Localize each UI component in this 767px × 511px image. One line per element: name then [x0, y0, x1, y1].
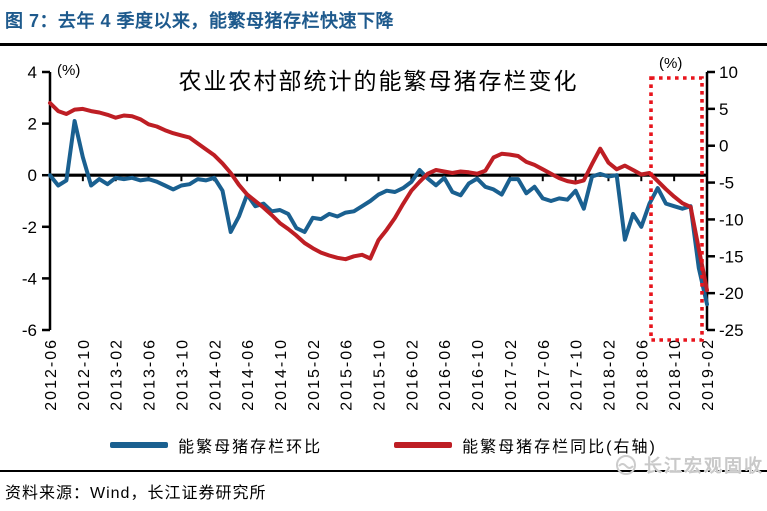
x-tick-label: 2019-02 — [700, 338, 717, 411]
svg-text:-25: -25 — [719, 321, 744, 340]
legend-item-yoy: 能繁母猪存栏同比(右轴) — [394, 433, 657, 457]
x-tick-label: 2017-10 — [569, 338, 586, 411]
x-tick-label: 2014-06 — [240, 338, 257, 411]
watermark-text: 长江宏观固收 — [644, 456, 764, 476]
x-tick-label: 2017-02 — [503, 338, 520, 411]
x-tick-label: 2015-06 — [339, 338, 356, 411]
x-tick-label: 2017-06 — [536, 338, 553, 411]
header-divider — [0, 43, 767, 46]
highlight-box — [649, 76, 704, 342]
svg-text:-15: -15 — [719, 247, 744, 266]
x-tick-label: 2016-06 — [437, 338, 454, 411]
svg-text:-4: -4 — [22, 269, 37, 288]
series-line-mom — [48, 119, 709, 307]
x-tick-label: 2014-02 — [207, 338, 224, 411]
svg-text:-20: -20 — [719, 284, 744, 303]
x-tick-label: 2013-06 — [142, 338, 159, 411]
svg-text:4: 4 — [28, 63, 37, 82]
legend-item-mom: 能繁母猪存栏环比 — [110, 433, 322, 457]
chart-title: 农业农村部统计的能繁母猪存栏变化 — [178, 68, 579, 94]
x-tick-label: 2012-10 — [76, 338, 93, 411]
svg-text:2: 2 — [28, 115, 37, 134]
series-line-yoy — [48, 101, 709, 293]
source-note: 资料来源：Wind，长江证券研究所 — [5, 485, 267, 502]
svg-text:5: 5 — [719, 100, 728, 119]
chart-legend: 能繁母猪存栏环比 能繁母猪存栏同比(右轴) — [0, 433, 767, 457]
x-tick-label: 2018-02 — [601, 338, 618, 411]
x-tick-label: 2015-02 — [306, 338, 323, 411]
x-tick-label: 2014-10 — [273, 338, 290, 411]
x-tick-label: 2018-06 — [634, 338, 651, 411]
svg-text:-2: -2 — [22, 218, 37, 237]
x-tick-label: 2012-06 — [43, 338, 60, 411]
svg-text:10: 10 — [719, 63, 738, 82]
x-tick-label: 2013-10 — [174, 338, 191, 411]
figure-title: 图 7：去年 4 季度以来，能繁母猪存栏快速下降 — [5, 11, 395, 31]
legend-label-mom: 能繁母猪存栏环比 — [178, 439, 323, 456]
left-axis-unit-label: (%) — [57, 62, 81, 79]
x-tick-label: 2013-02 — [109, 338, 126, 411]
x-tick-label: 2018-10 — [667, 338, 684, 411]
yoy-line-swatch-icon — [394, 442, 453, 448]
svg-text:-5: -5 — [719, 174, 734, 193]
left-axis: 4 2 0 -2 -4 -6 — [22, 63, 52, 340]
right-axis: 10 5 0 -5 -10 -15 -20 -25 — [705, 63, 744, 340]
svg-text:-10: -10 — [719, 210, 744, 229]
footer-divider — [0, 470, 767, 472]
right-axis-unit-label: (%) — [659, 55, 683, 72]
x-tick-label: 2015-10 — [372, 338, 389, 411]
legend-label-yoy: 能繁母猪存栏同比(右轴) — [462, 439, 657, 456]
mom-line-swatch-icon — [110, 442, 169, 448]
svg-text:0: 0 — [28, 166, 37, 185]
watermark-logo-icon — [616, 455, 636, 475]
svg-text:-6: -6 — [22, 321, 37, 340]
svg-text:0: 0 — [719, 137, 728, 156]
x-tick-label: 2016-02 — [404, 338, 421, 411]
watermark: 长江宏观固收 — [614, 452, 764, 478]
x-tick-label: 2016-10 — [470, 338, 487, 411]
